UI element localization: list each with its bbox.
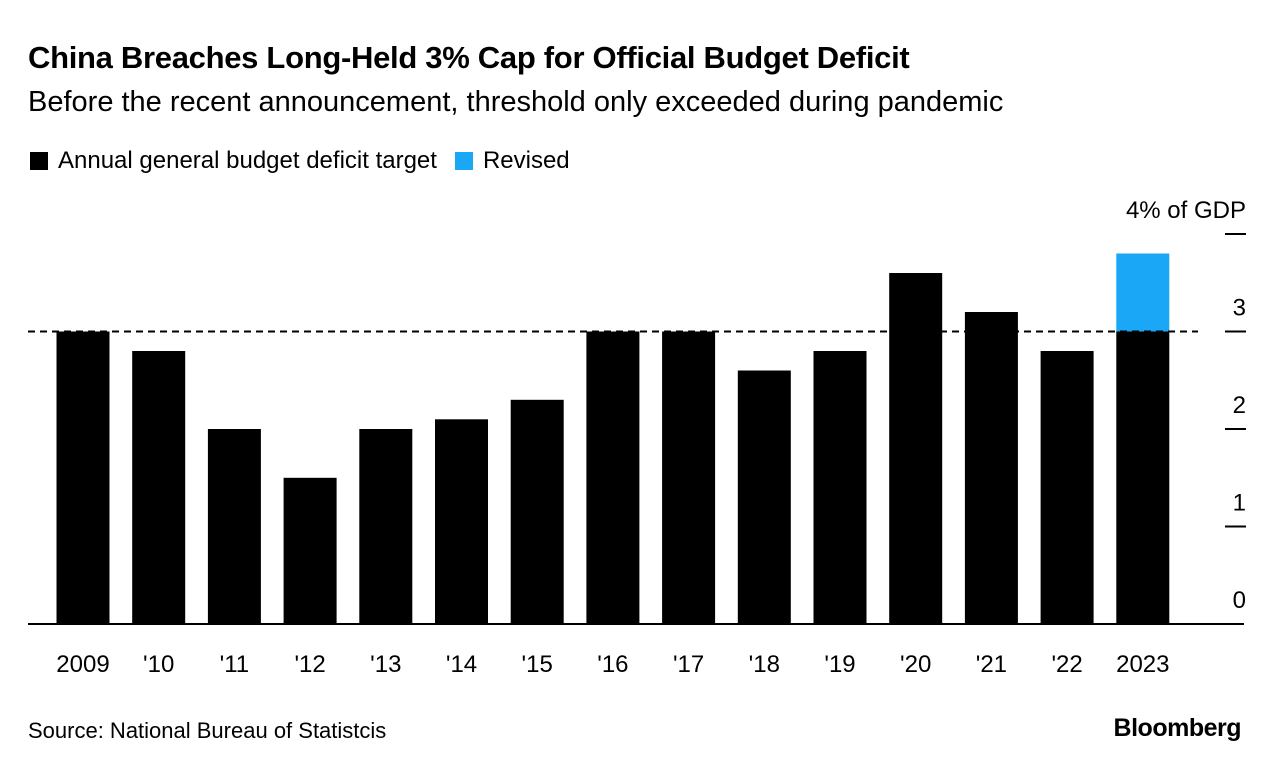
y-tick-label: 2	[1233, 392, 1246, 419]
y-tick-label: 0	[1233, 587, 1246, 614]
bar-target-14	[1116, 331, 1170, 624]
bar-target-11	[889, 273, 943, 624]
x-tick-label: '10	[143, 651, 174, 678]
x-tick-label: '16	[597, 651, 628, 678]
bar-target-5	[435, 419, 488, 625]
bloomberg-logo: Bloomberg	[1113, 714, 1242, 742]
x-tick-label: 2023	[1116, 651, 1169, 678]
x-tick-label: '15	[522, 651, 553, 678]
x-tick-label: '22	[1051, 651, 1082, 678]
legend-swatch-revised	[454, 152, 473, 170]
y-tick-label: 3	[1233, 295, 1246, 322]
x-tick-label: '21	[976, 651, 1007, 678]
bar-target-13	[1040, 351, 1094, 624]
bar-target-0	[56, 331, 110, 624]
bar-target-2	[207, 429, 261, 624]
bar-target-1	[132, 351, 186, 624]
bar-target-8	[662, 331, 716, 624]
bars-layer	[56, 253, 1170, 625]
bar-revised-14	[1116, 253, 1170, 332]
legend-swatch-target	[30, 152, 48, 170]
x-tick-label: '14	[446, 651, 477, 678]
chart-title: China Breaches Long-Held 3% Cap for Offi…	[28, 40, 910, 75]
x-tick-label: '19	[824, 651, 855, 678]
legend-item-revised: Revised	[454, 147, 570, 175]
bar-target-9	[737, 370, 791, 624]
x-tick-label: '17	[673, 651, 704, 678]
legend-label-target: Annual general budget deficit target	[58, 147, 437, 174]
legend-item-target: Annual general budget deficit target	[30, 147, 437, 175]
legend: Annual general budget deficit target Rev…	[30, 147, 588, 175]
x-tick-label: '11	[220, 651, 250, 678]
bar-target-12	[964, 312, 1018, 624]
bar-target-7	[586, 331, 640, 624]
chart-subtitle: Before the recent announcement, threshol…	[28, 86, 1004, 118]
x-tick-label: '13	[370, 651, 401, 678]
x-tick-label: '12	[294, 651, 325, 678]
y-tick-label: 4% of GDP	[1126, 197, 1246, 224]
source-note: Source: National Bureau of Statistcis	[28, 718, 387, 743]
bar-target-10	[813, 351, 867, 624]
x-tick-label: 2009	[56, 651, 109, 678]
legend-label-revised: Revised	[482, 147, 570, 174]
axis-layer: 2009 '10 '11 '12 '13 '14 '15 '16 '17 '18 '19 '20 '21…	[28, 197, 1246, 678]
x-tick-label: '18	[749, 651, 780, 678]
bar-target-6	[510, 399, 564, 625]
bar-target-3	[283, 477, 337, 625]
x-tick-label: '20	[900, 651, 931, 678]
bar-target-4	[359, 429, 413, 624]
y-tick-label: 1	[1233, 490, 1246, 517]
